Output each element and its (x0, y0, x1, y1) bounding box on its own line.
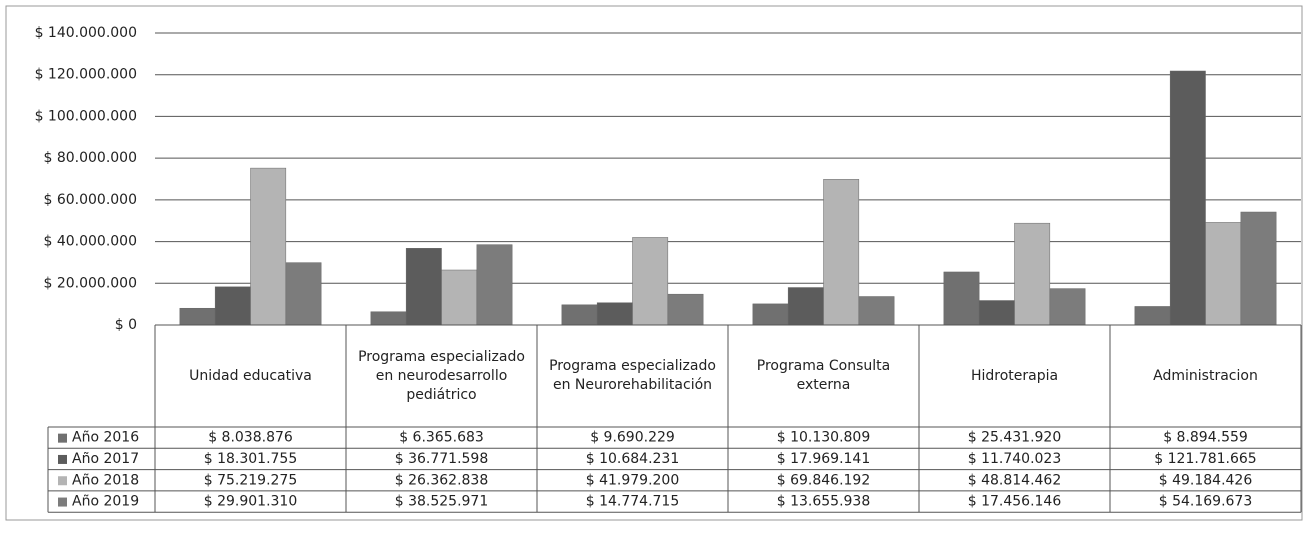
x-tick-label: Hidroterapia (970, 367, 1059, 384)
table-value: $ 8.038.876 (208, 430, 293, 446)
bar (858, 296, 895, 326)
bar (596, 302, 633, 326)
table-value: $ 10.130.809 (777, 430, 871, 446)
bar (1205, 222, 1242, 326)
bar (752, 303, 789, 326)
y-tick-label: $ 60.000.000 (43, 192, 137, 208)
table-value: $ 36.771.598 (395, 451, 489, 467)
legend-swatch (58, 497, 67, 507)
y-tick-label: $ 120.000.000 (35, 67, 137, 83)
table-value: $ 18.301.755 (204, 451, 298, 467)
table-value: $ 17.969.141 (777, 451, 871, 467)
table-value: $ 25.431.920 (968, 430, 1062, 446)
bar (667, 293, 704, 326)
x-tick-label: Unidad educativa (189, 367, 312, 384)
legend-label: Año 2019 (72, 494, 139, 510)
bar (787, 287, 824, 326)
bar (250, 167, 287, 326)
table-value: $ 14.774.715 (586, 494, 680, 510)
table-value: $ 75.219.275 (204, 472, 298, 488)
table-value: $ 69.846.192 (777, 472, 871, 488)
bar (943, 271, 980, 326)
bar (1240, 211, 1277, 326)
table-value: $ 54.169.673 (1159, 494, 1253, 510)
table-value: $ 121.781.665 (1154, 451, 1256, 467)
bar (561, 304, 598, 326)
y-tick-label: $ 20.000.000 (43, 275, 137, 291)
x-tick-label: Programa especializado en neurodesarroll… (358, 348, 525, 403)
bar (1049, 288, 1086, 326)
y-tick-label: $ 140.000.000 (35, 25, 137, 41)
legend-label: Año 2018 (72, 472, 139, 488)
legend-label: Año 2016 (72, 430, 139, 446)
legend-swatch (58, 476, 67, 486)
bar (476, 244, 513, 326)
table-value: $ 38.525.971 (395, 494, 489, 510)
table-value: $ 26.362.838 (395, 472, 489, 488)
legend-swatch (58, 433, 67, 443)
x-tick-label: Administracion (1153, 367, 1258, 384)
x-tick-label: Programa Consulta externa (756, 358, 891, 393)
table-value: $ 49.184.426 (1159, 472, 1253, 488)
table-value: $ 13.655.938 (777, 494, 871, 510)
bar (405, 248, 442, 326)
table-value: $ 10.684.231 (586, 451, 680, 467)
table-value: $ 11.740.023 (968, 451, 1062, 467)
y-tick-label: $ 40.000.000 (43, 234, 137, 250)
legend-label: Año 2017 (72, 451, 139, 467)
bar (823, 179, 860, 326)
table-value: $ 17.456.146 (968, 494, 1062, 510)
bar (370, 311, 407, 326)
y-tick-label: $ 100.000.000 (35, 108, 137, 124)
bar (1014, 222, 1051, 326)
bar (179, 307, 216, 326)
bar (1169, 70, 1206, 326)
table-value: $ 41.979.200 (586, 472, 680, 488)
x-tick-label: Programa especializado en Neurorehabilit… (549, 358, 716, 393)
bar (978, 300, 1015, 326)
table-value: $ 6.365.683 (399, 430, 484, 446)
bar (441, 269, 478, 326)
table-value: $ 48.814.462 (968, 472, 1062, 488)
table-value: $ 29.901.310 (204, 494, 298, 510)
bar (632, 237, 669, 326)
bar (1134, 306, 1171, 326)
chart-border (5, 5, 1303, 521)
legend-swatch (58, 454, 67, 464)
y-tick-label: $ 0 (115, 317, 137, 333)
bar (214, 286, 251, 326)
bar (285, 262, 322, 326)
y-tick-label: $ 80.000.000 (43, 150, 137, 166)
table-value: $ 8.894.559 (1163, 430, 1248, 446)
table-value: $ 9.690.229 (590, 430, 675, 446)
